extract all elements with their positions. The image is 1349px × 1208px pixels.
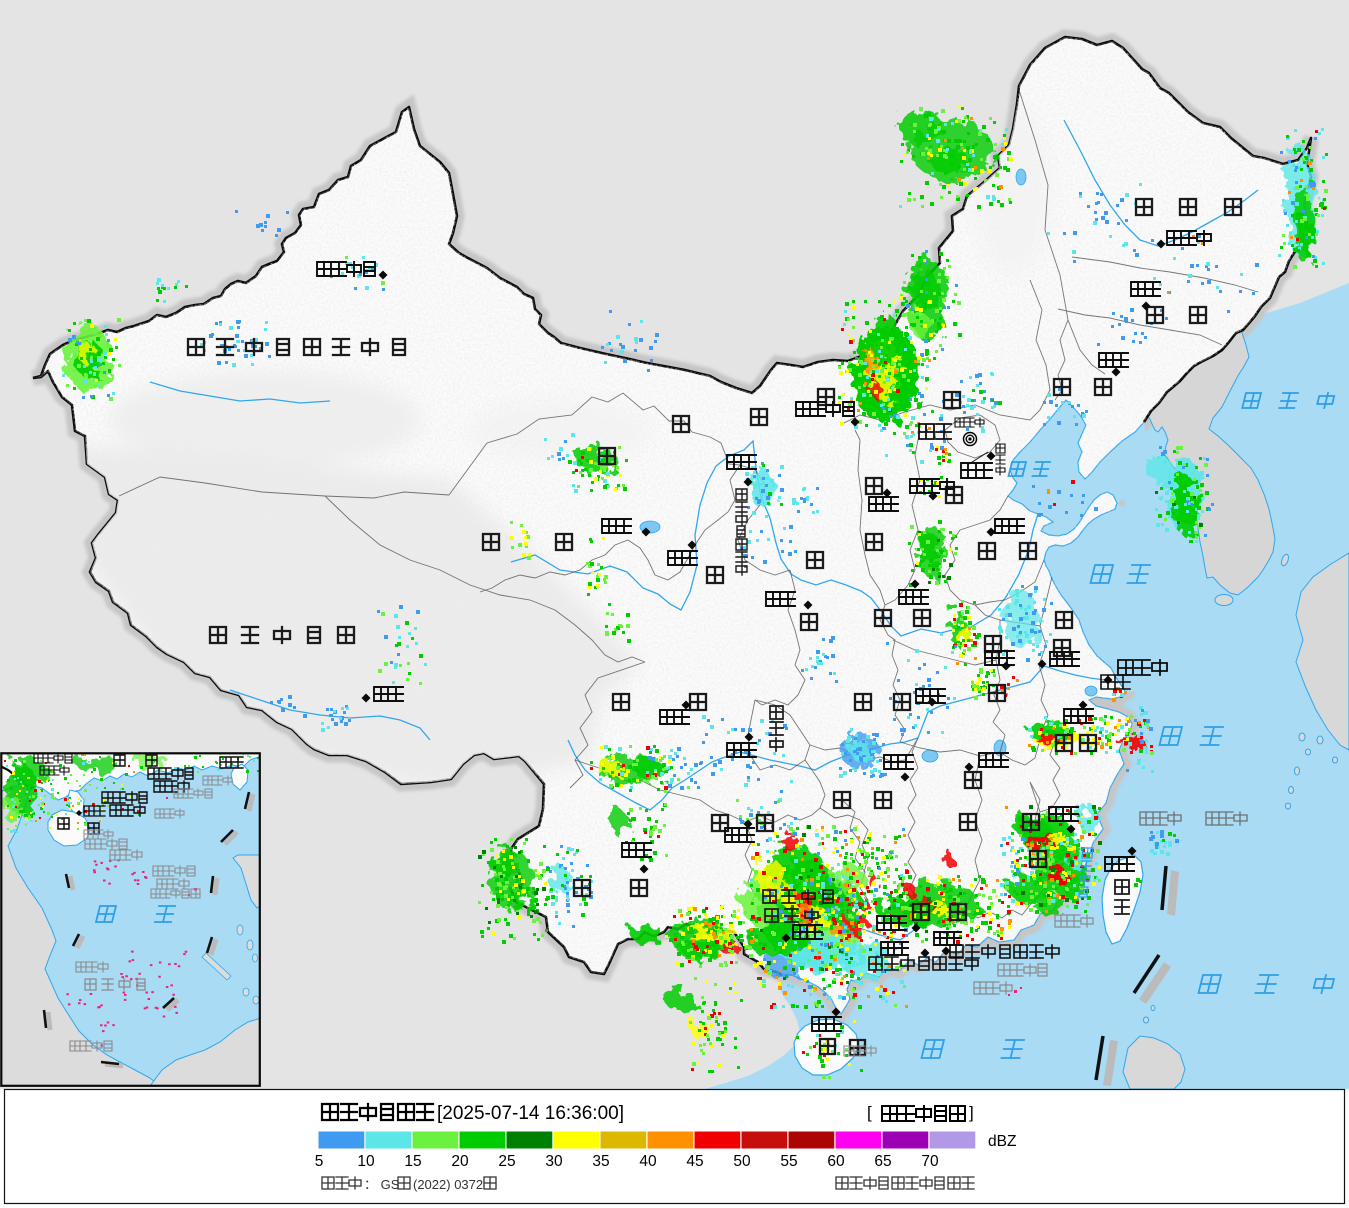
svg-text:10: 10 [357, 1153, 375, 1170]
svg-text:]: ] [969, 1103, 974, 1122]
svg-text:(2022) 0372: (2022) 0372 [413, 1177, 483, 1192]
svg-text:65: 65 [874, 1153, 891, 1170]
svg-text:5: 5 [315, 1153, 324, 1170]
svg-text:30: 30 [545, 1153, 563, 1170]
svg-text:60: 60 [827, 1153, 845, 1170]
svg-text:45: 45 [686, 1153, 703, 1170]
svg-text:50: 50 [733, 1153, 751, 1170]
svg-text:25: 25 [498, 1153, 515, 1170]
svg-text:[: [ [867, 1103, 872, 1122]
svg-text:[2025-07-14 16:36:00]: [2025-07-14 16:36:00] [437, 1103, 624, 1124]
svg-text:35: 35 [592, 1153, 609, 1170]
svg-text:dBZ: dBZ [988, 1133, 1016, 1150]
svg-text:55: 55 [780, 1153, 797, 1170]
svg-text:： GS: ： GS [364, 1177, 400, 1192]
svg-text:40: 40 [639, 1153, 657, 1170]
svg-text:20: 20 [451, 1153, 469, 1170]
svg-text:70: 70 [921, 1153, 939, 1170]
svg-text:15: 15 [404, 1153, 421, 1170]
